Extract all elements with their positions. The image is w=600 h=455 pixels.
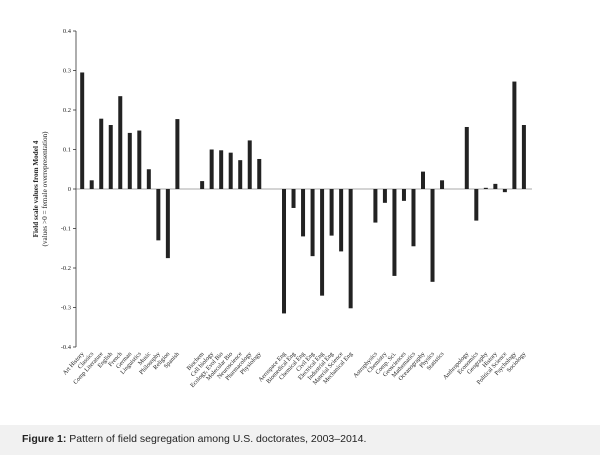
- bar: [200, 181, 205, 189]
- caption-label: Figure 1:: [22, 433, 67, 445]
- bar: [483, 187, 488, 189]
- bar: [420, 171, 425, 189]
- y-tick-label: 0.1: [63, 147, 71, 154]
- bar: [521, 125, 526, 189]
- bar: [257, 158, 262, 189]
- y-tick-label: 0: [68, 186, 71, 193]
- bar: [165, 189, 170, 259]
- bar: [219, 150, 224, 189]
- bar: [329, 189, 334, 236]
- y-axis-title: Field scale values from Model 4: [32, 140, 40, 237]
- y-tick-label: -0.2: [61, 265, 71, 272]
- bar: [108, 125, 113, 189]
- y-tick-label: 0.2: [63, 107, 71, 114]
- bar: [291, 189, 296, 208]
- bar: [238, 160, 243, 189]
- bar: [301, 189, 306, 237]
- bar: [373, 189, 378, 223]
- bar: [320, 189, 325, 296]
- bar: [464, 126, 469, 189]
- bar-chart: 0.4 0.3 0.2 0.1 0 -0.1 -0.2 -0.3 -0.4 Field scale…: [32, 28, 532, 389]
- y-tick-label: -0.3: [61, 305, 71, 312]
- caption-text: Pattern of field segregation among U.S. …: [69, 433, 367, 445]
- bar: [392, 189, 397, 276]
- bar: [228, 152, 233, 189]
- y-axis-subtitle: (values >0 = female overrepresentation): [41, 131, 49, 247]
- bar: [493, 183, 498, 189]
- bar: [127, 132, 132, 189]
- bar: [348, 189, 353, 309]
- y-tick-label: 0.3: [63, 68, 71, 75]
- bar: [430, 189, 435, 282]
- caption-strip: Figure 1: Pattern of field segregation a…: [0, 425, 600, 455]
- bar: [502, 189, 507, 193]
- bar: [146, 169, 151, 189]
- bar: [310, 189, 315, 257]
- bar: [175, 119, 180, 189]
- figure-caption: Figure 1: Pattern of field segregation a…: [22, 433, 366, 445]
- bar: [474, 189, 479, 221]
- bar: [137, 130, 142, 189]
- bar: [282, 189, 287, 314]
- bar: [89, 180, 94, 189]
- y-tick-label: -0.4: [61, 344, 72, 351]
- bar: [382, 189, 387, 203]
- bar: [80, 72, 85, 189]
- bar: [118, 96, 123, 189]
- bar: [401, 189, 406, 201]
- bar: [512, 81, 517, 189]
- bar: [209, 149, 214, 189]
- bar: [339, 189, 344, 252]
- bar: [99, 118, 104, 189]
- y-tick-label: -0.1: [61, 226, 71, 233]
- y-tick-label: 0.4: [63, 28, 72, 35]
- bar: [156, 189, 161, 241]
- bar: [440, 180, 445, 189]
- bar: [247, 140, 252, 189]
- bar: [411, 189, 416, 247]
